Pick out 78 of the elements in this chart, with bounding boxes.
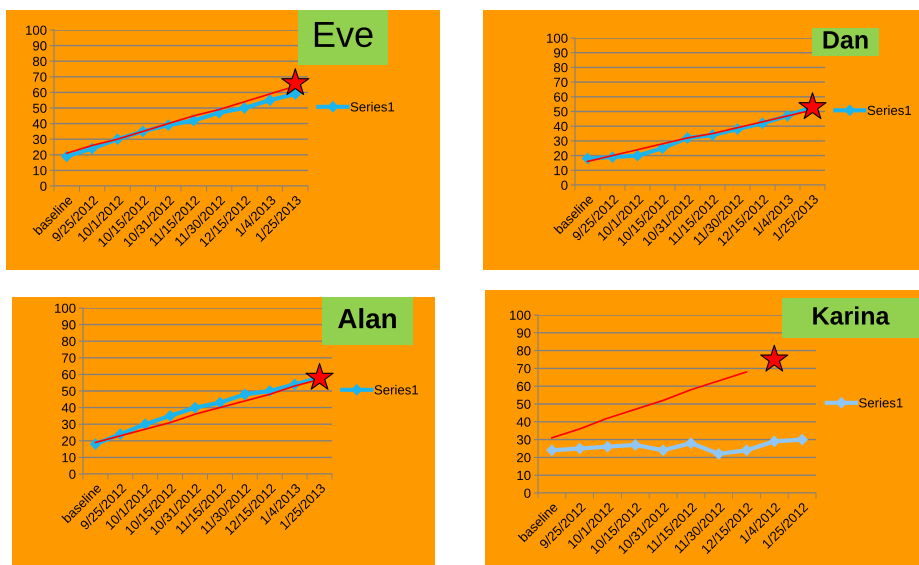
point (740, 444, 752, 456)
legend-label: Series1 (374, 384, 418, 395)
line-series (551, 371, 748, 439)
point (305, 362, 334, 390)
y-tick-label: 30 (62, 420, 76, 430)
y-tick-label: 0 (524, 488, 531, 498)
y-tick-label: 90 (62, 320, 76, 330)
y-tick-label: 20 (517, 452, 531, 462)
chart-title: Eve (314, 22, 373, 48)
y-tick-label: 50 (62, 386, 76, 396)
point (657, 444, 669, 456)
point (188, 114, 200, 126)
y-tick-label: 20 (62, 436, 76, 446)
point (656, 142, 668, 154)
y-tick-label: 70 (33, 72, 47, 82)
legend-label: Series1 (350, 102, 394, 112)
legend-label: Series1 (859, 398, 903, 408)
y-tick-label: 50 (516, 400, 531, 409)
point (239, 388, 250, 400)
y-tick-label: 70 (62, 353, 76, 363)
point (290, 88, 301, 100)
y-tick-label: 40 (554, 122, 568, 132)
point (264, 94, 276, 106)
point (281, 68, 310, 96)
y-tick-label: 100 (510, 310, 531, 320)
y-tick-label: 80 (554, 62, 568, 72)
point (140, 418, 151, 430)
point (574, 442, 586, 454)
chart-title: Dan (824, 31, 868, 49)
y-tick-label: 0 (40, 182, 47, 191)
y-tick-label: 70 (517, 364, 531, 374)
y-tick-label: 90 (554, 48, 568, 58)
y-tick-label: 100 (547, 34, 568, 43)
y-tick-label: 60 (517, 382, 531, 392)
point (630, 439, 641, 451)
y-tick-label: 30 (32, 134, 47, 144)
y-tick-label: 10 (33, 166, 47, 176)
point (798, 92, 827, 120)
point (768, 436, 780, 447)
y-tick-label: 30 (516, 435, 531, 445)
chart-title: Karina (813, 306, 890, 325)
y-tick-label: 60 (33, 88, 47, 98)
chart-title: Alan (338, 308, 396, 328)
y-tick-label: 90 (517, 328, 531, 338)
y-tick-label: 80 (62, 336, 76, 346)
point (61, 150, 72, 162)
point (189, 402, 201, 414)
y-tick-label: 10 (62, 452, 76, 462)
y-tick-label: 50 (32, 104, 47, 113)
point (685, 438, 697, 449)
y-tick-label: 80 (32, 56, 47, 66)
y-tick-label: 80 (516, 346, 531, 356)
y-tick-label: 50 (554, 107, 568, 116)
y-tick-label: 40 (516, 417, 531, 427)
y-tick-label: 60 (62, 370, 76, 380)
y-tick-label: 10 (554, 166, 568, 176)
y-tick-label: 30 (554, 136, 568, 146)
point (796, 434, 808, 446)
y-tick-label: 90 (33, 41, 47, 51)
y-tick-label: 60 (554, 92, 568, 102)
y-tick-label: 40 (62, 403, 76, 413)
y-tick-label: 100 (26, 26, 47, 35)
y-tick-label: 100 (55, 304, 76, 313)
point (238, 102, 250, 114)
y-tick-label: 40 (32, 119, 47, 129)
y-tick-label: 20 (33, 150, 47, 160)
y-tick-label: 20 (554, 151, 568, 161)
point (214, 397, 226, 408)
point (760, 344, 788, 372)
legend-label: Series1 (868, 105, 912, 116)
y-tick-label: 70 (554, 78, 568, 88)
y-tick-label: 0 (69, 470, 76, 479)
point (164, 410, 176, 422)
y-tick-label: 0 (561, 180, 568, 190)
point (602, 441, 614, 452)
point (632, 150, 644, 162)
point (713, 448, 724, 460)
y-tick-label: 10 (517, 470, 531, 480)
